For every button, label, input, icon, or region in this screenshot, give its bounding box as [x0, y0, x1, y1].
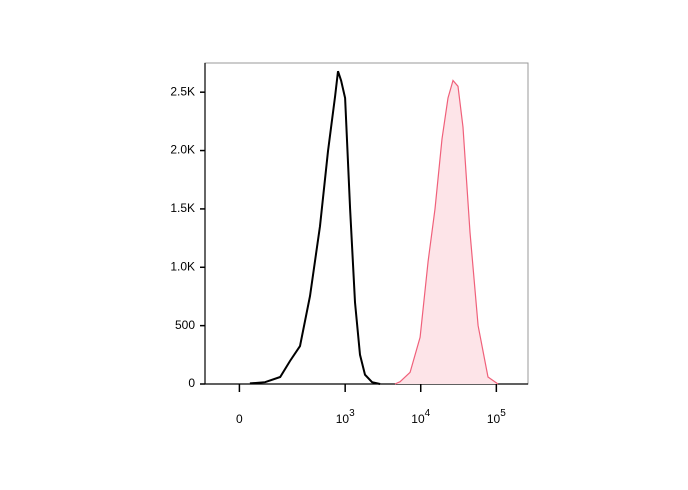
x-tick-label: 103 — [336, 408, 355, 427]
x-tick-base: 10 — [336, 412, 350, 426]
y-tick-label: 1.0K — [170, 259, 195, 273]
histogram-line — [249, 70, 381, 385]
x-tick-exponent: 3 — [349, 408, 355, 419]
y-tick-label: 2.0K — [170, 143, 195, 157]
y-tick-label: 1.5K — [170, 201, 195, 215]
x-tick-label: 104 — [411, 408, 430, 427]
x-tick-exponent: 4 — [425, 408, 431, 419]
histogram-area — [395, 80, 499, 384]
x-tick-label: 105 — [487, 408, 506, 427]
histogram-line — [394, 79, 499, 385]
x-tick-exponent: 5 — [500, 408, 506, 419]
y-tick-label: 2.5K — [170, 84, 195, 98]
x-tick-label: 0 — [236, 412, 243, 426]
y-tick-label: 0 — [188, 376, 195, 390]
x-tick-base: 10 — [411, 412, 425, 426]
y-tick-label: 500 — [175, 318, 195, 332]
x-tick-base: 10 — [487, 412, 501, 426]
